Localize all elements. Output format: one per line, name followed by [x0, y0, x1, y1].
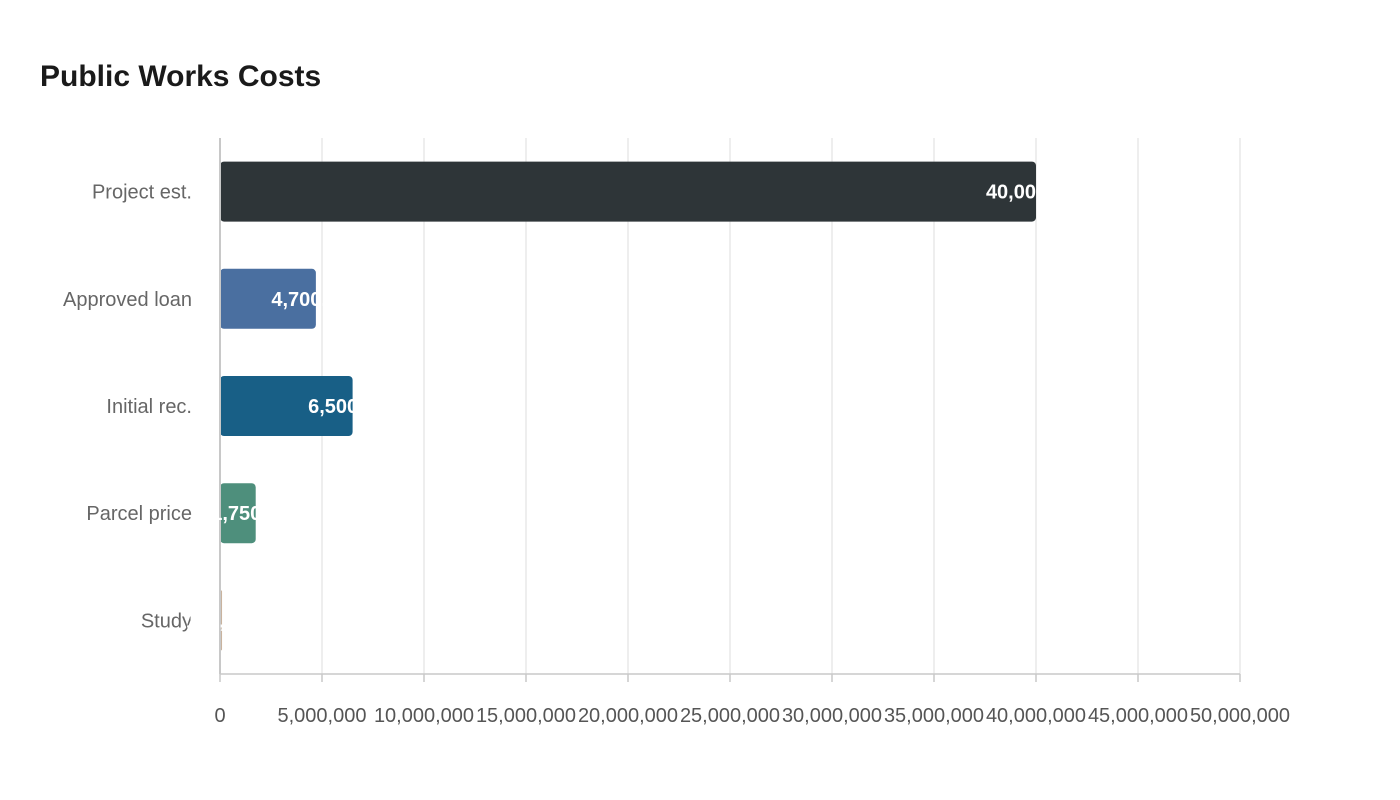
- x-tick-label: 30,000,000: [782, 705, 882, 727]
- labels: 0 5,000,000 10,000,000 15,000,000 20,000,000…: [63, 182, 1290, 727]
- x-tick-label: 45,000,000: [1088, 705, 1188, 727]
- x-tick-label: 50,000,000: [1190, 705, 1290, 727]
- x-tick-label: 15,000,000: [476, 705, 576, 727]
- value-label: 6,500,000: [308, 396, 397, 418]
- bar-parcel-price: [220, 483, 256, 544]
- x-tick-label: 5,000,000: [278, 705, 367, 727]
- value-label: 1,750,000: [211, 503, 300, 525]
- x-tick-label: 10,000,000: [374, 705, 474, 727]
- x-tick-label: 0: [214, 705, 225, 727]
- x-tick-label: 40,000,000: [986, 705, 1086, 727]
- bar-approved-loan: [220, 268, 316, 329]
- category-label: Initial rec.: [106, 396, 192, 418]
- category-label: Approved loan: [63, 289, 192, 311]
- category-label: Parcel price: [86, 503, 192, 525]
- value-label: 100,000: [186, 610, 258, 632]
- value-label: 40,000,000: [986, 182, 1086, 204]
- value-label: 4,700,000: [271, 289, 360, 311]
- category-label: Study: [141, 610, 192, 632]
- bar-initial-rec: [220, 376, 353, 436]
- bars: [220, 161, 1036, 651]
- x-tick-label: 20,000,000: [578, 705, 678, 727]
- axes: [219, 138, 1241, 682]
- chart-title: Public Works Costs: [40, 60, 322, 93]
- x-tick-label: 25,000,000: [680, 705, 780, 727]
- x-tick-label: 35,000,000: [884, 705, 984, 727]
- bar-project-est: [220, 161, 1036, 222]
- category-label: Project est.: [92, 182, 192, 204]
- gridlines: [321, 138, 1241, 674]
